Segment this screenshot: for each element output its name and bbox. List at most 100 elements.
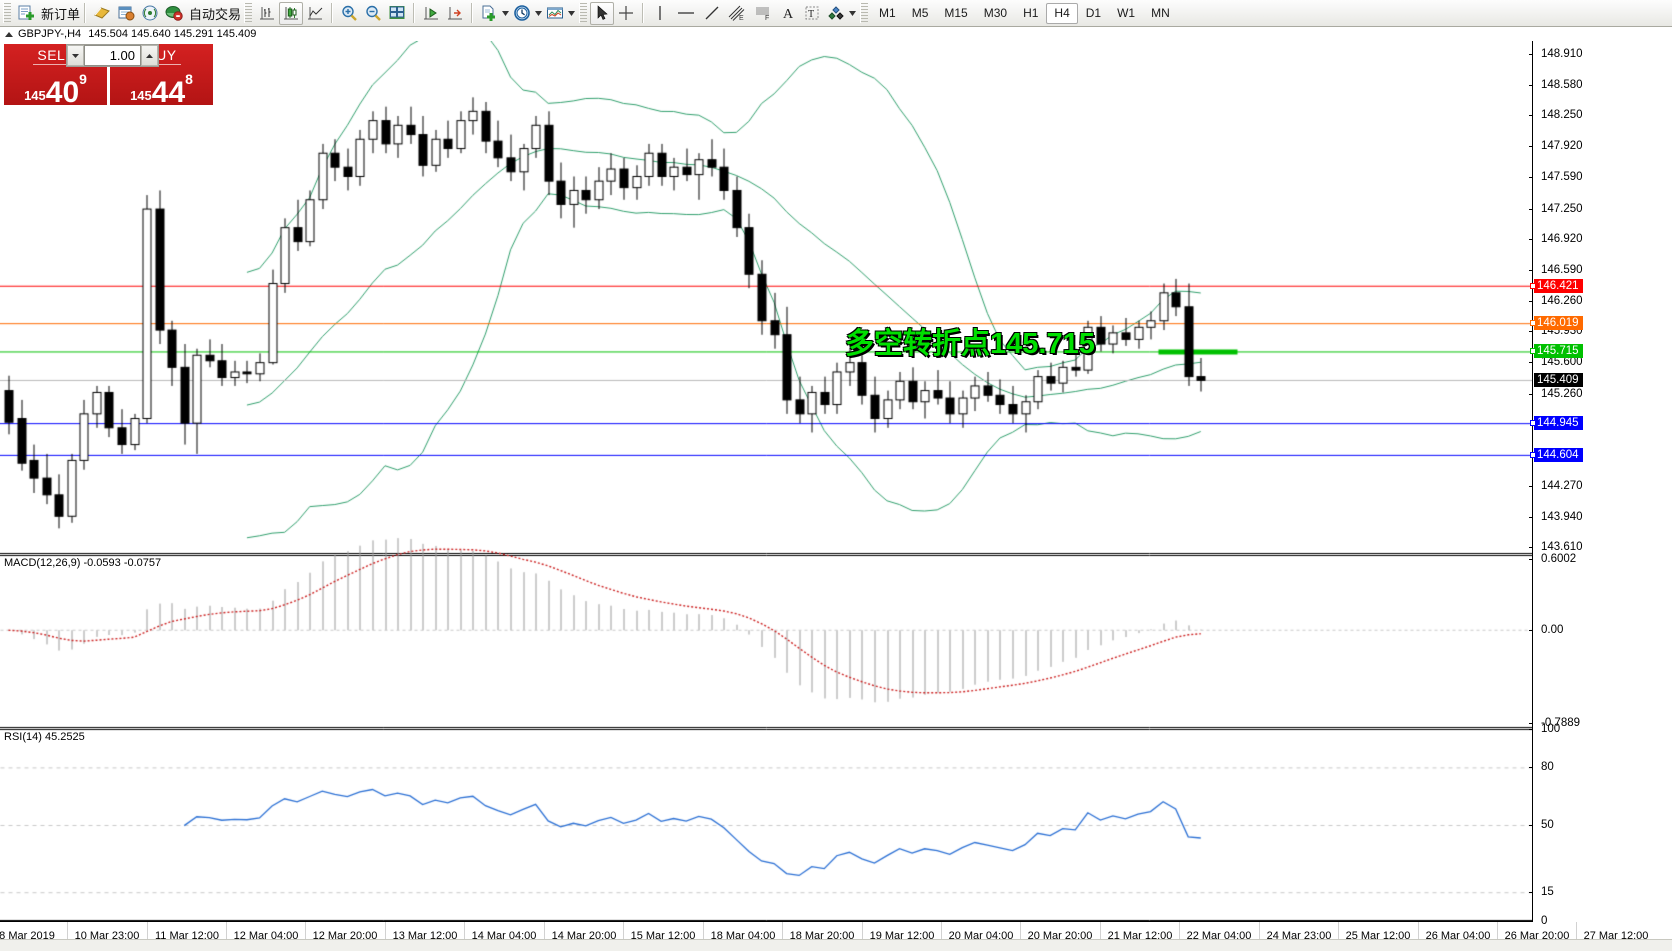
price-axis-tick	[1529, 331, 1533, 333]
price-level-label-resistance-red[interactable]: 146.421	[1534, 278, 1583, 293]
price-axis-tick	[1529, 485, 1533, 487]
macd-axis-tick-label: 0.00	[1541, 623, 1564, 636]
axis-tick	[1529, 629, 1533, 631]
equidistant-channel-icon[interactable]: E	[724, 2, 750, 25]
price-axis-tick-label: 143.610	[1541, 541, 1583, 554]
time-axis-tick	[703, 922, 704, 951]
macd-axis-tick-label: 0.6002	[1541, 552, 1577, 565]
toolbar-grip[interactable]	[3, 3, 11, 23]
price-axis-tick	[1529, 239, 1533, 241]
new-order-icon[interactable]	[14, 2, 38, 25]
shift-end-icon[interactable]	[419, 2, 443, 25]
chart-container[interactable]: MACD(12,26,9) -0.0593 -0.0757 RSI(14) 45…	[0, 41, 1672, 951]
autotrading-label[interactable]: 自动交易	[189, 6, 242, 22]
zoom-in-icon[interactable]	[337, 2, 361, 25]
price-level-label-support-blue-2[interactable]: 144.604	[1534, 447, 1583, 462]
rsi-axis-tick-label: 100	[1541, 723, 1561, 735]
price-axis-tick-label: 148.250	[1541, 109, 1583, 122]
timeframe-button-d1[interactable]: D1	[1085, 6, 1102, 20]
main-toolbar: 新订单 自动交易	[0, 0, 1672, 27]
new-order-label[interactable]: 新订单	[41, 6, 81, 22]
price-level-label-resistance-orange[interactable]: 146.019	[1534, 316, 1583, 331]
price-level-label-support-blue-1[interactable]: 144.945	[1534, 416, 1583, 431]
price-level-handle[interactable]	[1530, 320, 1536, 327]
price-axis-tick	[1529, 516, 1533, 518]
timeframe-button-m5[interactable]: M5	[911, 6, 929, 20]
data-window-icon[interactable]	[114, 2, 138, 25]
new-chart-icon[interactable]	[477, 2, 501, 25]
chart-annotation-text: 多空转折点145.715	[845, 327, 1095, 360]
text-icon[interactable]: A	[776, 2, 800, 25]
timeframe-dropdown-caret[interactable]	[534, 2, 543, 25]
collapse-triangle-icon[interactable]	[5, 31, 13, 37]
axis-tick	[1529, 892, 1533, 894]
time-axis-tick	[1100, 922, 1101, 951]
timeframe-button-h1[interactable]: H1	[1023, 6, 1039, 20]
autotrading-icon[interactable]	[162, 2, 186, 25]
axis-tick	[1529, 729, 1533, 730]
timeframe-button-mn[interactable]: MN	[1151, 6, 1170, 20]
toolbar-grip-3[interactable]	[579, 3, 588, 23]
price-axis-tick	[1529, 115, 1533, 117]
timeframe-button-h4[interactable]: H4	[1046, 2, 1078, 24]
timeframe-button-m15[interactable]: M15	[944, 6, 968, 20]
price-axis-tick-label: 146.590	[1541, 264, 1583, 276]
toolbar-separator-4	[471, 3, 474, 23]
time-axis-tick	[782, 922, 783, 951]
trendline-icon[interactable]	[700, 2, 724, 25]
timeframe-button-m30[interactable]: M30	[983, 6, 1008, 20]
time-axis-tick	[862, 922, 863, 951]
candlestick-chart-icon[interactable]	[279, 1, 304, 25]
toolbar-separator-2	[331, 3, 334, 23]
axis-tick	[1529, 558, 1533, 560]
indicators-dropdown-caret[interactable]	[567, 2, 576, 25]
zoom-out-icon[interactable]	[361, 2, 385, 25]
price-axis-tick	[1529, 547, 1533, 549]
macd-indicator-label: MACD(12,26,9) -0.0593 -0.0757	[4, 557, 162, 569]
price-axis-tick	[1529, 270, 1533, 271]
price-level-handle[interactable]	[1530, 420, 1536, 427]
tile-windows-icon[interactable]	[385, 2, 409, 25]
price-level-handle[interactable]	[1530, 282, 1536, 289]
time-axis-tick	[67, 922, 68, 951]
text-label-icon[interactable]: T	[800, 2, 824, 25]
auto-scroll-icon[interactable]	[443, 2, 467, 25]
horizontal-line-icon[interactable]	[672, 2, 700, 25]
price-level-label-pivot-green[interactable]: 145.715	[1534, 344, 1583, 359]
timeframe-button-m1[interactable]: M1	[879, 6, 896, 20]
fibonacci-icon[interactable]: F	[750, 2, 776, 25]
indicators-icon[interactable]	[543, 2, 567, 25]
symbol-bar: GBPJPY-,H4 145.504 145.640 145.291 145.4…	[0, 27, 1672, 41]
price-axis-tick-label: 145.260	[1541, 387, 1583, 400]
price-axis-tick	[1529, 176, 1533, 178]
time-axis-tick	[1179, 922, 1180, 951]
price-level-handle[interactable]	[1530, 451, 1536, 458]
chart-canvas[interactable]	[0, 41, 1532, 921]
objects-icon[interactable]	[824, 2, 848, 25]
timeframe-icon[interactable]	[510, 2, 534, 25]
time-axis-tick	[226, 922, 227, 951]
toolbar-grip-4[interactable]	[860, 3, 869, 23]
toolbar-separator-3	[413, 3, 416, 23]
new-chart-dropdown-caret[interactable]	[501, 2, 510, 25]
time-axis-tick	[1020, 922, 1021, 951]
price-axis-tick	[1529, 84, 1533, 86]
time-axis-tick	[385, 922, 386, 951]
price-level-label-last-price[interactable]: 145.409	[1534, 372, 1583, 387]
toolbar-grip-2[interactable]	[244, 3, 253, 23]
bar-chart-icon[interactable]	[255, 2, 279, 25]
line-chart-icon[interactable]	[303, 2, 327, 25]
vertical-line-icon[interactable]	[648, 2, 672, 25]
price-axis-tick	[1529, 300, 1533, 302]
crosshair-icon[interactable]	[614, 2, 638, 25]
expert-advisors-icon[interactable]	[90, 2, 114, 25]
timeframe-button-w1[interactable]: W1	[1117, 6, 1136, 20]
objects-dropdown-caret[interactable]	[848, 2, 857, 25]
signals-icon[interactable]	[138, 2, 162, 25]
price-axis-tick-label: 147.250	[1541, 202, 1583, 215]
price-axis[interactable]: 148.910 148.580 148.250 147.920 147.590 147.2…	[1529, 41, 1672, 927]
price-axis-tick	[1529, 146, 1533, 148]
time-axis-tick	[941, 922, 942, 951]
cursor-icon[interactable]	[590, 1, 615, 25]
price-level-handle[interactable]	[1530, 348, 1536, 355]
